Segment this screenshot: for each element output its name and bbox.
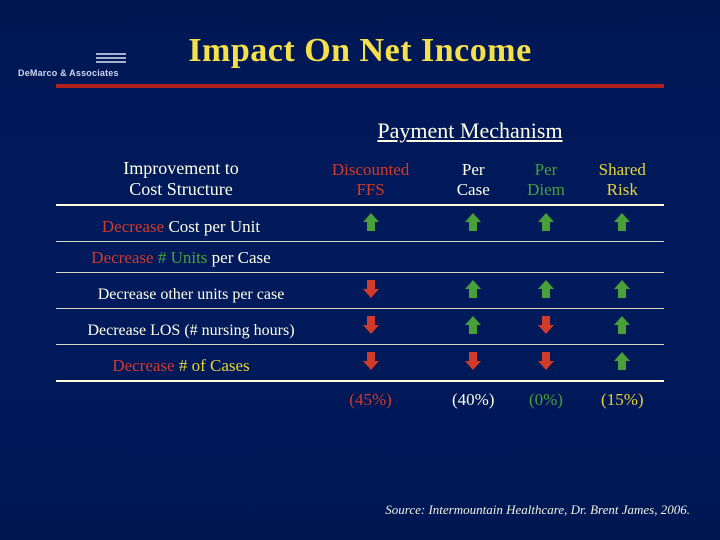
pct-1: (40%) xyxy=(435,381,511,414)
title-rule xyxy=(56,84,664,88)
arrow-down-icon xyxy=(537,354,555,376)
cell xyxy=(581,205,664,242)
cell xyxy=(581,309,664,345)
footer-source: Source: Intermountain Healthcare, Dr. Br… xyxy=(385,502,690,518)
cell xyxy=(581,345,664,382)
table-row: Decrease # Units per Case xyxy=(56,242,664,273)
row-label: Decrease # of Cases xyxy=(56,345,306,382)
arrow-up-icon xyxy=(464,215,482,237)
logo: DeMarco & Associates xyxy=(18,46,138,84)
cell xyxy=(511,273,580,309)
arrow-down-icon xyxy=(464,354,482,376)
arrow-up-icon xyxy=(613,282,631,304)
arrow-up-icon xyxy=(362,215,380,237)
slide: DeMarco & Associates Impact On Net Incom… xyxy=(0,0,720,540)
cell xyxy=(511,205,580,242)
row-label: Decrease Cost per Unit xyxy=(56,205,306,242)
arrow-down-icon xyxy=(362,318,380,340)
table-row: Decrease LOS (# nursing hours) xyxy=(56,309,664,345)
cell xyxy=(435,273,511,309)
pct-0: (45%) xyxy=(306,381,435,414)
pct-2: (0%) xyxy=(511,381,580,414)
cell xyxy=(306,205,435,242)
cell xyxy=(511,242,580,273)
arrow-up-icon xyxy=(537,215,555,237)
arrow-up-icon xyxy=(613,215,631,237)
cell xyxy=(435,345,511,382)
cell xyxy=(511,345,580,382)
arrow-up-icon xyxy=(464,318,482,340)
logo-text: DeMarco & Associates xyxy=(18,68,119,78)
section-header: Payment Mechanism xyxy=(276,118,664,144)
arrow-down-icon xyxy=(537,318,555,340)
pct-3: (15%) xyxy=(581,381,664,414)
colhead-0: DiscountedFFS xyxy=(306,154,435,205)
cell xyxy=(581,273,664,309)
arrow-up-icon xyxy=(537,282,555,304)
arrow-down-icon xyxy=(362,282,380,304)
row-header-label: Improvement toCost Structure xyxy=(56,154,306,205)
percent-row: (45%) (40%) (0%) (15%) xyxy=(56,381,664,414)
colhead-1: PerCase xyxy=(435,154,511,205)
row-label: Decrease other units per case xyxy=(56,273,306,309)
colhead-3: SharedRisk xyxy=(581,154,664,205)
arrow-up-icon xyxy=(613,354,631,376)
row-header-text: Improvement toCost Structure xyxy=(60,158,302,200)
cell xyxy=(511,309,580,345)
table-row: Decrease other units per case xyxy=(56,273,664,309)
page-title: Impact On Net Income xyxy=(56,32,664,70)
table-row: Decrease # of Cases xyxy=(56,345,664,382)
arrow-up-icon xyxy=(613,318,631,340)
arrow-down-icon xyxy=(362,354,380,376)
cell xyxy=(435,309,511,345)
cell xyxy=(306,242,435,273)
arrow-up-icon xyxy=(464,282,482,304)
row-label: Decrease LOS (# nursing hours) xyxy=(56,309,306,345)
cell xyxy=(306,309,435,345)
cell xyxy=(306,273,435,309)
colhead-2: PerDiem xyxy=(511,154,580,205)
impact-table: Improvement toCost Structure DiscountedF… xyxy=(56,154,664,414)
table-row: Decrease Cost per Unit xyxy=(56,205,664,242)
row-label: Decrease # Units per Case xyxy=(56,242,306,273)
cell xyxy=(306,345,435,382)
cell xyxy=(581,242,664,273)
table-header-row: Improvement toCost Structure DiscountedF… xyxy=(56,154,664,205)
logo-mark xyxy=(96,53,126,67)
cell xyxy=(435,242,511,273)
cell xyxy=(435,205,511,242)
